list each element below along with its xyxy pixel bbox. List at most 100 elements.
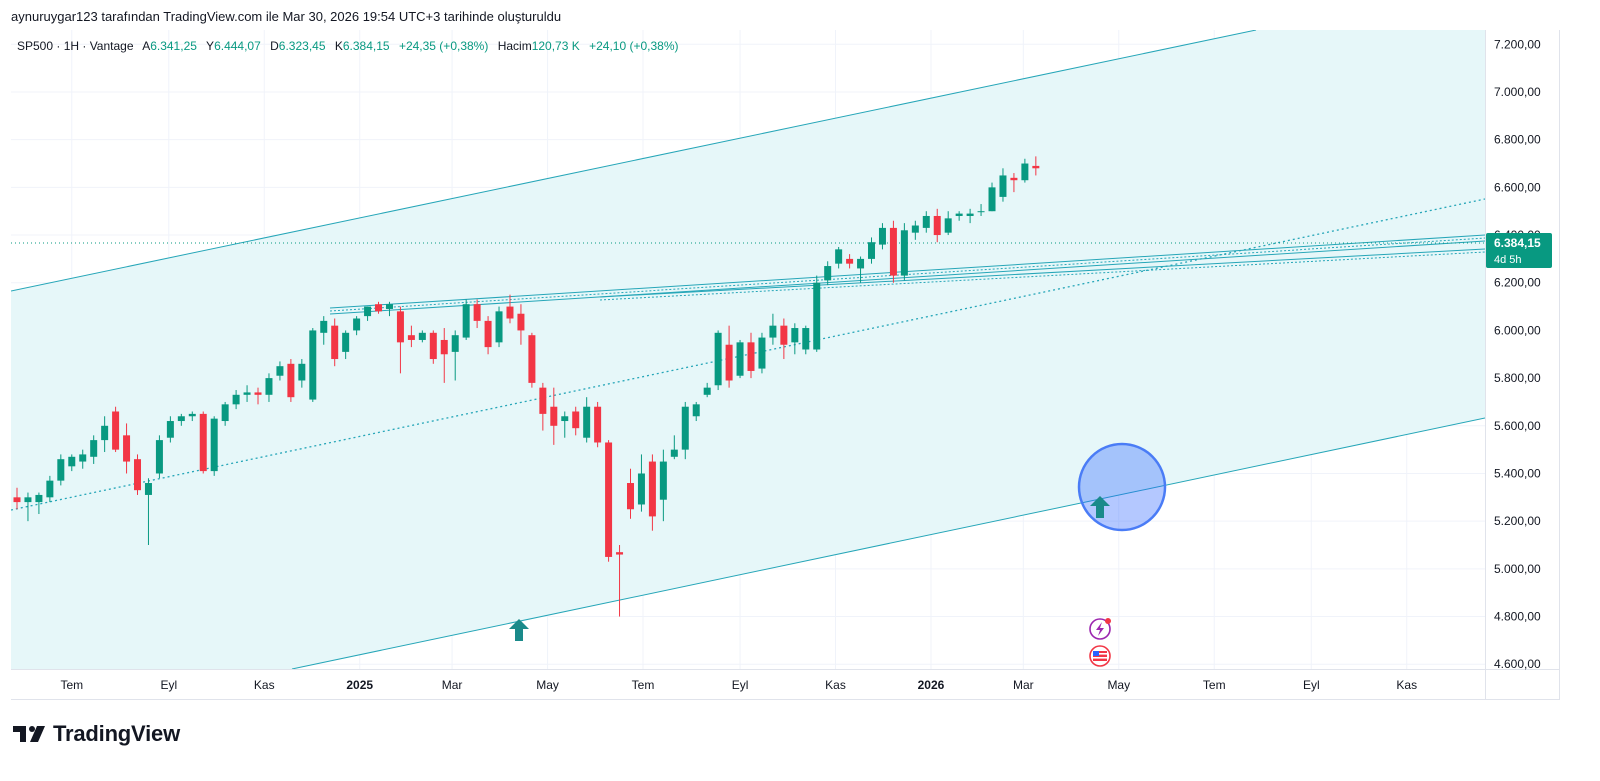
- candle[interactable]: [309, 328, 317, 402]
- candle[interactable]: [670, 435, 678, 460]
- target-circle[interactable]: [1077, 442, 1167, 532]
- candle[interactable]: [68, 454, 76, 472]
- candle[interactable]: [1032, 156, 1040, 176]
- candle[interactable]: [35, 492, 43, 515]
- candle[interactable]: [243, 385, 251, 402]
- candle[interactable]: [572, 406, 580, 436]
- candles[interactable]: [13, 156, 1040, 617]
- us-flag-event-icon[interactable]: [1089, 645, 1111, 667]
- candle[interactable]: [210, 416, 218, 476]
- candle[interactable]: [637, 454, 645, 512]
- candle[interactable]: [878, 223, 886, 250]
- time-axis[interactable]: Tem Eyl Kas 2025 Mar May Tem Eyl Kas 2026 Mar May Te…: [60, 678, 1417, 692]
- candle[interactable]: [889, 220, 897, 283]
- candle[interactable]: [857, 256, 865, 283]
- candle[interactable]: [758, 332, 766, 374]
- candle[interactable]: [692, 401, 700, 422]
- candle[interactable]: [418, 330, 426, 343]
- candle[interactable]: [539, 382, 547, 431]
- candle[interactable]: [791, 323, 799, 355]
- candle[interactable]: [199, 411, 207, 474]
- candle[interactable]: [429, 330, 437, 364]
- candle[interactable]: [933, 208, 941, 243]
- candle[interactable]: [922, 211, 930, 233]
- candle[interactable]: [955, 211, 963, 221]
- candle[interactable]: [144, 478, 152, 546]
- candle[interactable]: [440, 328, 448, 383]
- candle[interactable]: [287, 359, 295, 402]
- candle[interactable]: [101, 416, 109, 453]
- candle[interactable]: [320, 316, 328, 345]
- candle[interactable]: [331, 318, 339, 367]
- candle[interactable]: [232, 390, 240, 410]
- candle[interactable]: [353, 316, 361, 336]
- candle[interactable]: [1021, 158, 1029, 183]
- candle[interactable]: [703, 382, 711, 398]
- channel-upper-line[interactable]: [11, 30, 1257, 292]
- candle[interactable]: [528, 332, 536, 388]
- candle[interactable]: [134, 454, 142, 495]
- candle[interactable]: [364, 306, 372, 321]
- candle[interactable]: [594, 401, 602, 448]
- candle[interactable]: [265, 373, 273, 402]
- candle[interactable]: [605, 440, 613, 562]
- candle[interactable]: [988, 182, 996, 212]
- price-axis[interactable]: 4.600,00 4.800,00 5.000,00 5.200,00 5.400,00…: [1494, 37, 1541, 671]
- lightning-event-icon[interactable]: [1089, 618, 1111, 640]
- candle[interactable]: [473, 299, 481, 329]
- candle[interactable]: [835, 246, 843, 269]
- candle[interactable]: [396, 306, 404, 374]
- channel-lower-line[interactable]: [291, 417, 1485, 669]
- candle[interactable]: [13, 487, 21, 510]
- tradingview-logo[interactable]: TradingView: [13, 721, 180, 747]
- candle[interactable]: [123, 423, 131, 474]
- candle[interactable]: [375, 301, 383, 314]
- candle[interactable]: [298, 359, 306, 388]
- candle[interactable]: [681, 401, 689, 460]
- up-arrow-icon-2[interactable]: [509, 619, 529, 641]
- price-chart[interactable]: SP500 · 1H · Vantage A6.341,25 Y6.444,07…: [0, 0, 1600, 720]
- candle[interactable]: [112, 406, 120, 453]
- candle[interactable]: [659, 449, 667, 522]
- candle[interactable]: [177, 413, 185, 426]
- candle[interactable]: [966, 208, 974, 224]
- candle[interactable]: [813, 275, 821, 352]
- candle[interactable]: [1010, 173, 1018, 193]
- candle[interactable]: [802, 325, 810, 355]
- up-arrow-icon[interactable]: [1090, 496, 1110, 518]
- candle[interactable]: [911, 220, 919, 240]
- candle[interactable]: [747, 332, 755, 379]
- candle[interactable]: [506, 294, 514, 324]
- candle[interactable]: [725, 325, 733, 388]
- candle[interactable]: [221, 401, 229, 426]
- candle[interactable]: [155, 435, 163, 479]
- support-band-bottom[interactable]: [329, 240, 1485, 315]
- candle[interactable]: [517, 304, 525, 345]
- candle[interactable]: [824, 261, 832, 286]
- candle[interactable]: [46, 475, 54, 503]
- candle[interactable]: [583, 397, 591, 443]
- candle[interactable]: [626, 468, 634, 519]
- candle[interactable]: [166, 416, 174, 443]
- candle[interactable]: [780, 318, 788, 360]
- candle[interactable]: [846, 254, 854, 269]
- candle[interactable]: [462, 299, 470, 340]
- candle[interactable]: [977, 204, 985, 216]
- candle[interactable]: [561, 411, 569, 438]
- candle[interactable]: [999, 168, 1007, 202]
- candle[interactable]: [79, 449, 87, 469]
- candle[interactable]: [495, 306, 503, 348]
- candle[interactable]: [736, 339, 744, 379]
- candle[interactable]: [188, 411, 196, 422]
- candle[interactable]: [254, 387, 262, 405]
- candle[interactable]: [648, 454, 656, 531]
- candle[interactable]: [451, 330, 459, 381]
- candle[interactable]: [342, 330, 350, 360]
- candle[interactable]: [868, 237, 876, 264]
- candle[interactable]: [57, 454, 65, 486]
- support-band-mid[interactable]: [329, 237, 1485, 312]
- candle[interactable]: [944, 211, 952, 236]
- candle[interactable]: [385, 301, 393, 317]
- candle[interactable]: [550, 387, 558, 445]
- candle[interactable]: [714, 330, 722, 391]
